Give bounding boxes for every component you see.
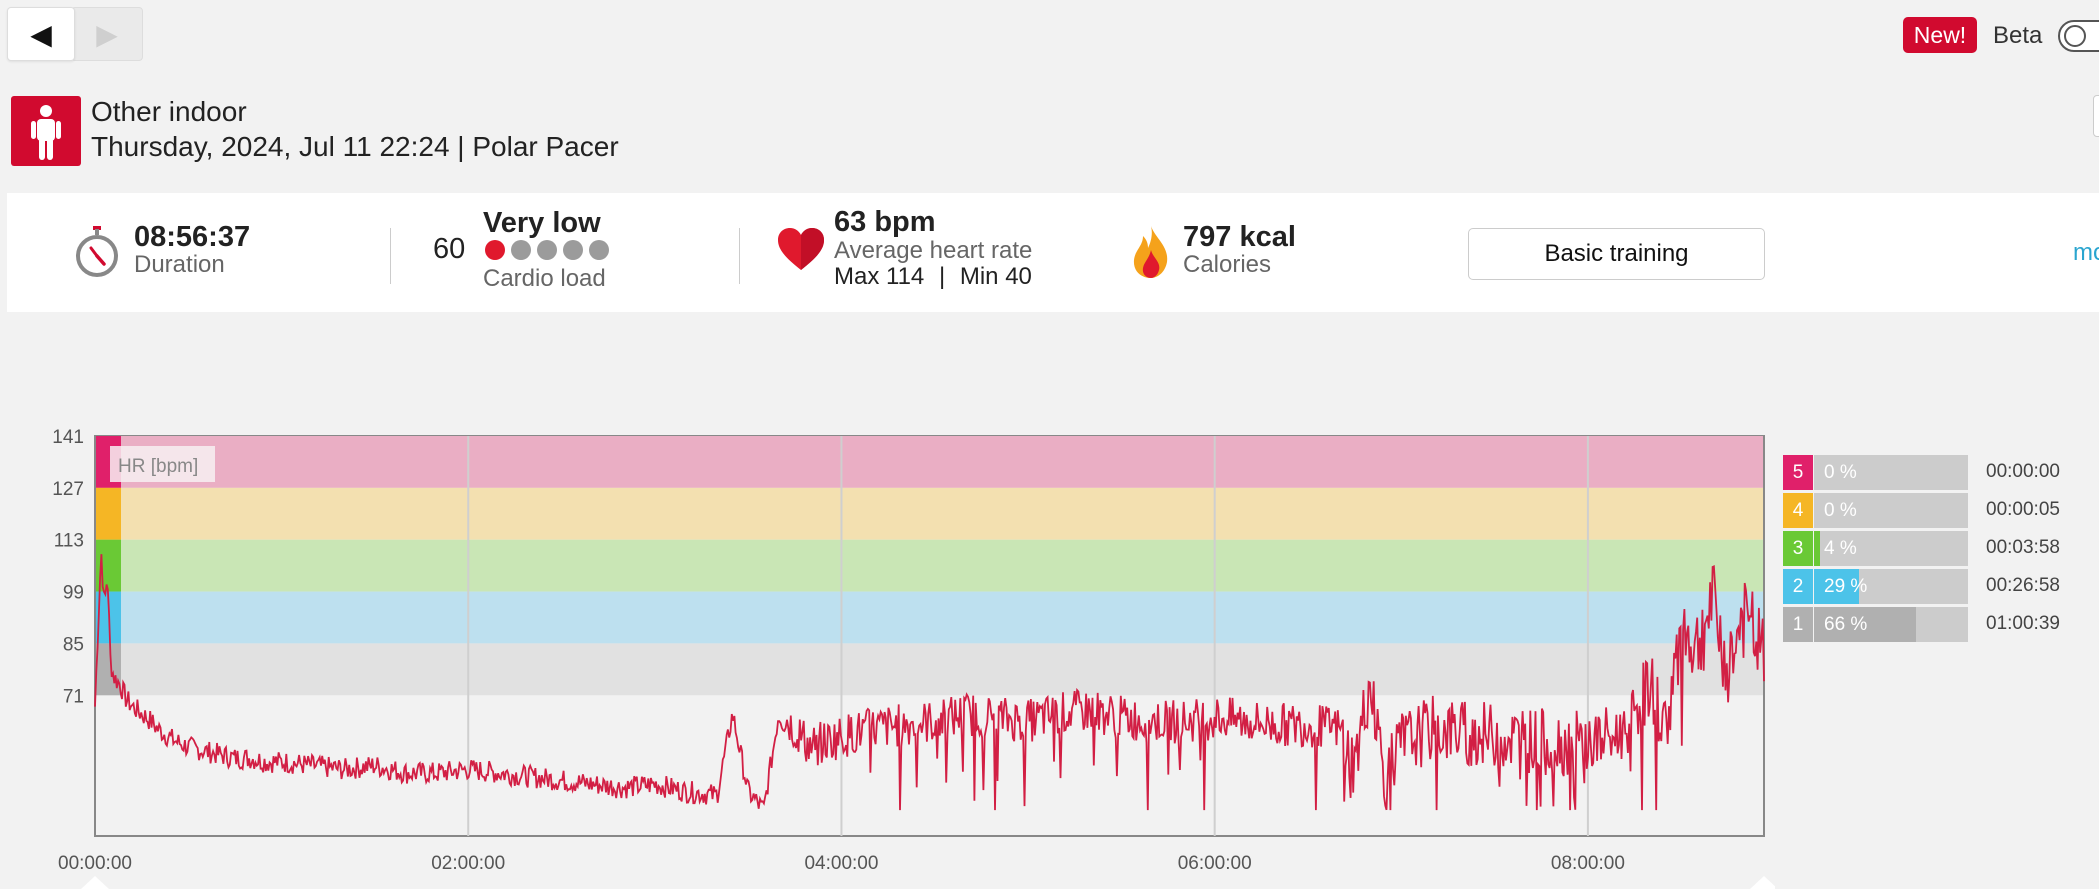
series-label-box: [110, 446, 215, 482]
cardio-load-dot: [589, 240, 609, 260]
x-tick-label: 04:00:00: [804, 853, 878, 874]
zone-number: 5: [1783, 455, 1813, 490]
cardio-load-level: Very low: [483, 207, 601, 239]
hr-zones-panel: 5 0 % 4 0 % 3 4 % 2 29 % 1 66 %: [1783, 455, 1968, 645]
zone-time: 00:00:00: [1986, 461, 2060, 482]
duration-value: 08:56:37: [134, 221, 251, 253]
zone-number: 1: [1783, 607, 1813, 642]
zone-bar-fill: [1814, 607, 1916, 642]
y-tick-label: 85: [63, 634, 84, 655]
zone-number: 2: [1783, 569, 1813, 604]
training-benefit-button[interactable]: Basic training: [1468, 228, 1765, 280]
cardio-load-value: 60: [433, 233, 466, 265]
x-tick-label: 06:00:00: [1178, 853, 1252, 874]
x-tick-label: 02:00:00: [431, 853, 505, 874]
zone-time: 00:26:58: [1986, 575, 2060, 596]
zone-bar-track: [1814, 493, 1968, 528]
back-button[interactable]: ◀: [7, 7, 75, 61]
zone-percent: 66 %: [1824, 614, 1868, 635]
zone-time: 00:00:05: [1986, 499, 2060, 520]
zone-bar-fill: [1814, 531, 1821, 566]
zone-row-4: 4 0 %: [1783, 493, 1968, 528]
hr-zone-5-band: [96, 436, 1763, 488]
history-nav: ▶ ◀: [7, 7, 143, 61]
cardio-load-dot: [511, 240, 531, 260]
heart-icon: [778, 228, 824, 277]
duration-label: Duration: [134, 251, 225, 278]
zone-bar-fill: [1814, 569, 1859, 604]
cardio-load-label: Cardio load: [483, 265, 606, 292]
zone-percent: 29 %: [1824, 576, 1868, 597]
cardio-load-dot: [537, 240, 557, 260]
zone-number: 3: [1783, 531, 1813, 566]
flame-icon: [1131, 226, 1171, 283]
beta-toggle[interactable]: [2058, 20, 2099, 52]
x-tick-label: 08:00:00: [1551, 853, 1625, 874]
training-summary: 08:56:37 Duration 60 Very low Cardio loa…: [7, 193, 2099, 312]
zone-row-5: 5 0 %: [1783, 455, 1968, 490]
hr-max-min: Max 114 | Min 40: [834, 263, 1032, 291]
y-tick-label: 127: [52, 479, 84, 500]
zone-row-1: 1 66 %: [1783, 607, 1968, 642]
y-tick-label: 141: [52, 427, 84, 448]
cardio-load-dot: [563, 240, 583, 260]
zone-bar-track: [1814, 607, 1968, 642]
range-handle-right[interactable]: [1750, 876, 1775, 889]
zone-bar-track: [1814, 455, 1968, 490]
session-date-device: Thursday, 2024, Jul 11 22:24 | Polar Pac…: [91, 131, 619, 162]
zone-bar-track: [1814, 569, 1968, 604]
stopwatch-icon: [74, 226, 120, 283]
hr-separator: |: [938, 263, 946, 290]
y-tick-label: 113: [54, 531, 84, 552]
toggle-knob: [2064, 25, 2086, 47]
person-standing-icon: [11, 96, 81, 166]
hr-zone-1-band: [96, 643, 1763, 696]
y-tick-label: 71: [63, 686, 84, 707]
divider: [739, 228, 740, 284]
zone-row-2: 2 29 %: [1783, 569, 1968, 604]
zone-number: 4: [1783, 493, 1813, 528]
cardio-load-dot: [485, 240, 505, 260]
side-panel-handle[interactable]: [2093, 95, 2099, 137]
series-label: HR [bpm]: [118, 456, 198, 477]
zone-bar-track: [1814, 531, 1968, 566]
calories-label: Calories: [1183, 251, 1272, 278]
back-arrow-icon: ◀: [30, 18, 52, 50]
hr-zone-3-band: [96, 539, 1763, 592]
hr-min: Min 40: [959, 263, 1032, 290]
new-badge: New!: [1903, 17, 1977, 53]
sport-name: Other indoor: [91, 96, 247, 127]
avg-hr-label: Average heart rate: [834, 237, 1033, 264]
forward-arrow-icon: ▶: [96, 18, 118, 50]
cardio-load-dots: [485, 240, 609, 260]
hr-zone-2-band: [96, 591, 1763, 644]
zone-row-3: 3 4 %: [1783, 531, 1968, 566]
heart-rate-chart: 141 127 113 99 85 71 00:00:00 02:00:00 04:00:00…: [52, 427, 1775, 889]
forward-button[interactable]: ▶: [71, 7, 143, 61]
zone-percent: 4 %: [1824, 538, 1857, 559]
divider: [390, 228, 391, 284]
zone-time: 01:00:39: [1986, 613, 2060, 634]
hr-max: Max 114: [834, 263, 925, 290]
zone-percent: 0 %: [1824, 500, 1857, 521]
zone-4-indicator: [96, 487, 121, 540]
hr-zone-4-band: [96, 487, 1763, 540]
avg-hr-value: 63 bpm: [834, 206, 936, 238]
range-handle-left[interactable]: [81, 876, 109, 889]
beta-label: Beta: [1993, 22, 2043, 49]
zone-percent: 0 %: [1824, 462, 1857, 483]
hr-series-line: [94, 554, 1765, 811]
calories-value: 797 kcal: [1183, 221, 1296, 253]
x-tick-label: 00:00:00: [58, 853, 132, 874]
zone-time: 00:03:58: [1986, 537, 2060, 558]
y-tick-label: 99: [63, 583, 84, 604]
more-link[interactable]: mo: [2073, 239, 2099, 266]
